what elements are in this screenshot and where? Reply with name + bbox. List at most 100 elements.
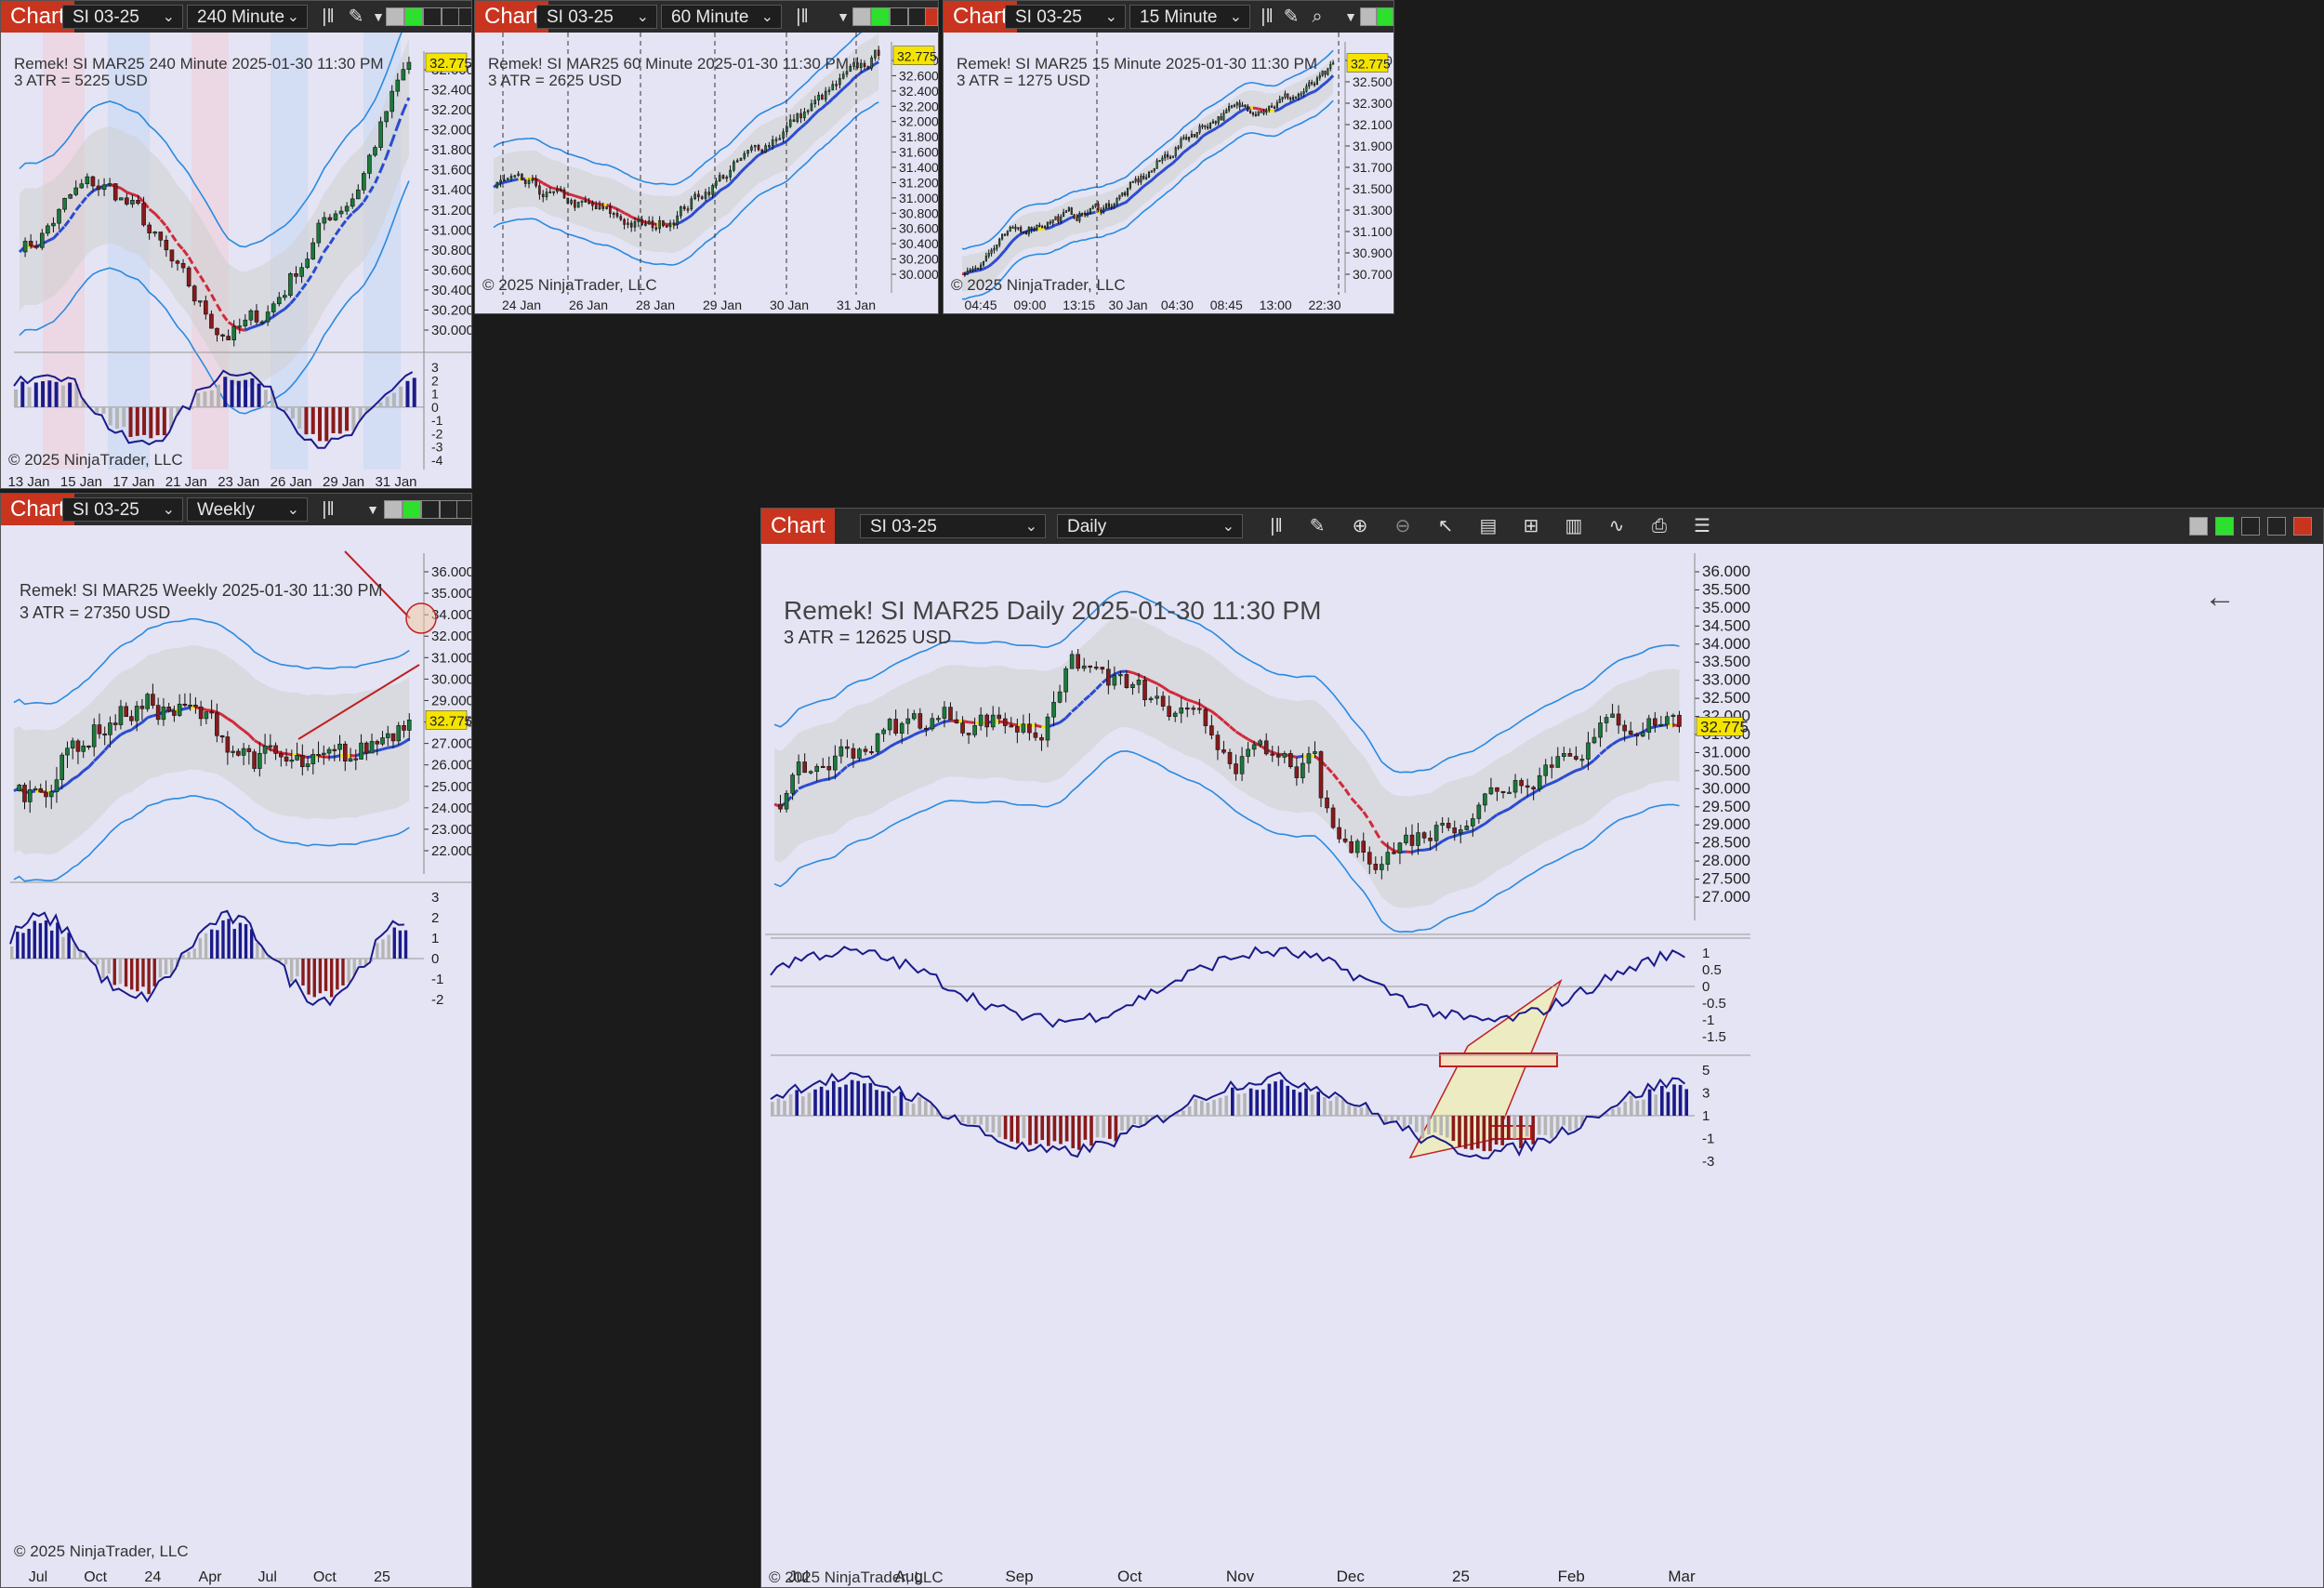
oscillator-histogram-bar [10,946,14,959]
candle-body [54,779,59,792]
indicators-icon[interactable]: ▥ [1565,516,1583,536]
bar-type-icon[interactable]: |‖ [796,7,809,27]
data-box-icon[interactable]: ▤ [1479,516,1498,536]
trend-average-segment [357,201,365,209]
chart-plot-area[interactable]: 36.000 35.000 34.000 32.000 31.000 30.000 29.0… [1,525,471,1587]
candle-body [1021,723,1026,733]
strategies-icon[interactable]: ∿ [1608,516,1625,536]
trend-average-segment [1367,820,1378,832]
window-link-green-button[interactable] [2215,517,2234,536]
trendline [297,664,420,740]
interval-selector[interactable]: 15 Minute ⌄ [1129,5,1250,29]
window-link-green-button[interactable] [404,7,423,26]
trend-average-segment [1331,773,1340,783]
chart-menu-button[interactable]: Chart [1,494,74,525]
window-color-gray-button[interactable] [852,7,871,26]
instrument-selector[interactable]: SI 03-25 ⌄ [62,5,183,29]
chart-menu-button[interactable]: Chart [1,1,74,33]
overflow-chevron-icon[interactable]: ▼ [837,9,850,24]
instrument-selector[interactable]: SI 03-25 ⌄ [62,497,183,522]
interval-selector[interactable]: 60 Minute ⌄ [661,5,782,29]
bar-type-icon[interactable]: |‖ [1261,7,1274,27]
overflow-chevron-icon[interactable]: ▼ [372,9,385,24]
bar-type-icon[interactable]: |‖ [322,7,335,27]
drawing-tool-icon[interactable]: ✎ [348,7,364,27]
restore-button[interactable] [456,500,471,519]
trend-average-segment [985,265,990,270]
screenshot-icon[interactable]: ⎙ [1652,516,1667,536]
window-color-gray-button[interactable] [1360,7,1377,26]
interval-selector[interactable]: Weekly ⌄ [187,497,308,522]
drawing-tool-icon[interactable]: ✎ [1283,7,1300,27]
minimize-button[interactable] [423,7,442,26]
zoom-icon[interactable]: ⌕ [1312,7,1323,27]
back-arrow-icon[interactable]: ← [2204,579,2236,615]
price-axis-label: 30.000 [1702,779,1750,797]
close-button[interactable] [2293,517,2312,536]
trend-average-segment [323,243,332,253]
candle-body [746,150,749,154]
candle-body [1282,753,1287,758]
interval-selector[interactable]: 240 Minute ⌄ [187,5,308,29]
maximize-button[interactable] [442,7,460,26]
instrument-selector[interactable]: SI 03-25 ⌄ [536,5,657,29]
chart-plot-area[interactable]: 32.90032.50032.30032.10031.90031.70031.5… [944,33,1393,313]
window-color-gray-button[interactable] [386,7,404,26]
candle-body [191,285,197,302]
oscillator-histogram-bar [1059,1116,1063,1145]
oscillator-histogram-bar [905,1101,909,1116]
maximize-button[interactable] [2267,517,2286,536]
zoom-in-icon[interactable]: ⊕ [1352,516,1368,536]
maximize-button[interactable] [908,7,927,26]
instrument-selector[interactable]: SI 03-25 ⌄ [860,514,1046,538]
trend-average-segment [627,213,633,218]
candle-body [1174,147,1177,157]
pointer-icon[interactable]: ↖ [1437,516,1454,536]
instrument-selector[interactable]: SI 03-25 ⌄ [1005,5,1126,29]
chart-menu-button[interactable]: Chart [944,1,1017,33]
chart-plot-area[interactable]: 33.00032.60032.40032.20032.00031.80031.6… [475,33,938,313]
price-axis-label: 27.000 [431,736,472,752]
interval-selector[interactable]: Daily ⌄ [1057,514,1243,538]
trend-average-segment [690,210,696,217]
candle-body [633,221,637,228]
candle-body [141,203,146,226]
minimize-button[interactable] [2241,517,2260,536]
window-link-green-button[interactable] [871,7,890,26]
candle-body [1519,780,1524,787]
bar-type-icon[interactable]: |‖ [1270,516,1283,536]
window-link-green-button[interactable] [1377,7,1393,26]
minimize-button[interactable] [421,500,440,519]
candle-body [495,181,499,188]
trend-average-segment [1161,167,1167,173]
chart-menu-button[interactable]: Chart [761,509,835,544]
trend-average-segment [1296,754,1303,759]
oscillator-histogram-bar [44,920,48,959]
bar-type-icon[interactable]: |‖ [322,499,335,520]
window-color-gray-button[interactable] [384,500,403,519]
window-link-green-button[interactable] [403,500,421,519]
drawing-tool-icon[interactable]: ✎ [1309,516,1326,536]
candle-body [1006,231,1009,236]
properties-icon[interactable]: ⊞ [1523,516,1539,536]
restore-button[interactable] [458,7,471,26]
zoom-out-icon[interactable]: ⊖ [1394,516,1411,536]
time-axis-label: 13:00 [1260,298,1292,312]
overflow-chevron-icon[interactable]: ▼ [366,502,379,517]
close-button[interactable] [925,7,938,26]
oscillator-histogram-bar [1512,1116,1517,1139]
candle-body [966,733,971,735]
chart-plot-area[interactable]: 36.000 35.500 35.000 34.500 34.000 33.500 33.0… [761,544,2323,1587]
window-color-gray-button[interactable] [2189,517,2208,536]
chart-menu-button[interactable]: Chart [475,1,548,33]
chart-plot-area[interactable]: 32.60032.40032.20032.00031.80031.60031.4… [1,33,471,488]
trend-average-segment [1284,102,1288,107]
overflow-chevron-icon[interactable]: ▼ [1344,9,1357,24]
candle-body [1265,110,1268,112]
oscillator-histogram-bar [1402,1116,1406,1129]
maximize-button[interactable] [440,500,458,519]
oscillator-histogram-bar [223,377,228,407]
trend-average-segment [683,217,689,221]
minimize-button[interactable] [890,7,908,26]
list-icon[interactable]: ☰ [1694,516,1710,536]
